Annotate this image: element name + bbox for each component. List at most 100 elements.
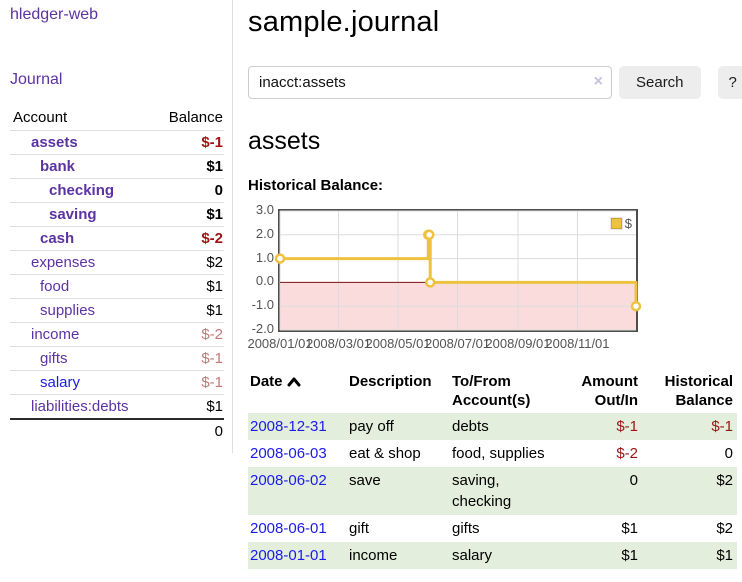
register-cell-amount: $-1 — [616, 418, 638, 435]
chart-title: Historical Balance: — [248, 177, 384, 194]
register-header-date: Date — [248, 371, 347, 413]
x-axis-tick-label: 2008/11/01 — [545, 336, 610, 351]
account-link[interactable]: food — [40, 278, 70, 295]
register-cell-date: 2008-06-03 — [248, 440, 347, 467]
transaction-date-link[interactable]: 2008-06-01 — [250, 520, 327, 537]
accounts-total-value: 0 — [153, 418, 224, 443]
sidebar-nav: Journal — [10, 71, 224, 89]
account-row: saving $1 — [10, 202, 224, 227]
register-header-description: Description — [349, 373, 432, 390]
account-row: assets $-1 — [10, 130, 224, 155]
account-balance: $-1 — [153, 370, 224, 395]
register-cell-date: 2008-01-01 — [248, 542, 347, 569]
app-title-link[interactable]: hledger-web — [10, 6, 99, 23]
register-row: 2008-12-31 pay off debts $-1 $-1 — [248, 413, 737, 440]
account-row: food $1 — [10, 274, 224, 299]
transaction-date-link[interactable]: 2008-06-02 — [250, 472, 327, 489]
register-cell-description: eat & shop — [349, 445, 421, 462]
y-axis-tick-label: 0.0 — [255, 273, 274, 289]
register-cell-balance: 0 — [724, 445, 733, 462]
x-axis-tick-label: 2008/09/01 — [485, 336, 551, 351]
x-axis-tick-label: 2008/03/01 — [305, 336, 372, 351]
register-cell-description: pay off — [349, 418, 394, 435]
account-balance: $-1 — [153, 130, 224, 155]
help-button[interactable]: ? — [717, 66, 742, 99]
y-axis-tick-label: 1.0 — [255, 249, 274, 265]
register-cell-accounts: gifts — [452, 520, 480, 537]
account-balance: $-2 — [153, 226, 224, 251]
account-link[interactable]: checking — [49, 182, 115, 199]
register-header-amount: Amount Out/In — [581, 373, 638, 409]
register-cell-amount: 0 — [629, 472, 638, 489]
account-row: checking 0 — [10, 178, 224, 203]
register-row: 2008-01-01 income salary $1 $1 — [248, 542, 737, 569]
account-row: income $-2 — [10, 322, 224, 347]
accounts-header-account: Account — [13, 109, 68, 126]
register-cell-balance: $2 — [716, 472, 733, 489]
register-cell-amount: $1 — [621, 547, 638, 564]
transaction-date-link[interactable]: 2008-01-01 — [250, 547, 327, 564]
account-link[interactable]: income — [31, 326, 80, 343]
register-cell-amount: $1 — [621, 520, 638, 537]
app-title: hledger-web — [10, 6, 224, 24]
accounts-total-row: 0 — [10, 418, 224, 443]
accounts-total-spacer — [10, 418, 154, 443]
x-axis-tick-label: 2008/01/01 — [247, 336, 313, 351]
register-cell-date: 2008-12-31 — [248, 413, 347, 440]
account-balance: $-2 — [153, 322, 224, 347]
register-cell-description: income — [349, 547, 398, 564]
y-axis-tick-label: 2.0 — [255, 225, 274, 241]
register-cell-date: 2008-06-02 — [248, 467, 347, 515]
account-link[interactable]: salary — [40, 374, 81, 391]
historical-balance-chart: $ 3.0 2.0 1.0 0.0 -1.0 -2.0 2008/01/01 2008/03… — [247, 202, 742, 351]
account-balance: $1 — [153, 394, 224, 419]
account-balance: $1 — [153, 202, 224, 227]
nav-journal-link[interactable]: Journal — [10, 71, 63, 88]
transaction-date-link[interactable]: 2008-12-31 — [250, 418, 327, 435]
sort-asc-icon — [287, 373, 301, 392]
account-link[interactable]: cash — [40, 230, 75, 247]
transaction-date-link[interactable]: 2008-06-03 — [250, 445, 327, 462]
account-link[interactable]: expenses — [31, 254, 96, 271]
account-link[interactable]: liabilities:debts — [31, 398, 129, 415]
register-cell-description: gift — [349, 520, 370, 537]
account-row: supplies $1 — [10, 298, 224, 323]
register-cell-balance: $1 — [716, 547, 733, 564]
register-cell-description: save — [349, 472, 381, 489]
account-row: liabilities:debts $1 — [10, 394, 224, 419]
y-axis-tick-label: 3.0 — [255, 202, 274, 217]
account-balance: $2 — [153, 250, 224, 275]
account-link[interactable]: gifts — [40, 350, 68, 367]
account-link[interactable]: saving — [49, 206, 97, 223]
hledger-web-app: hledger-web Journal Account Balance asse… — [0, 0, 742, 569]
account-row: bank $1 — [10, 154, 224, 179]
account-row: expenses $2 — [10, 250, 224, 275]
search-form: × Search ? — [248, 66, 742, 99]
x-axis-tick-label: 2008/07/01 — [424, 336, 491, 351]
x-axis-tick-label: 2008/05/01 — [365, 336, 431, 351]
legend-swatch — [609, 217, 623, 230]
legend-label: $ — [624, 216, 632, 231]
account-row: cash $-2 — [10, 226, 224, 251]
y-axis-tick-label: -2.0 — [251, 321, 274, 336]
accounts-header-balance: Balance — [168, 109, 223, 126]
account-link[interactable]: assets — [31, 134, 78, 151]
account-link[interactable]: bank — [40, 158, 76, 175]
sidebar: hledger-web Journal Account Balance asse… — [0, 0, 233, 453]
account-balance: $-1 — [153, 346, 224, 371]
search-input[interactable] — [248, 66, 612, 99]
chart-canvas[interactable]: $ — [274, 209, 642, 332]
account-balance: $1 — [153, 298, 224, 323]
register-cell-balance: $2 — [716, 520, 733, 537]
register-table: Date Description To/From Account(s) Amou… — [248, 371, 737, 569]
accounts-table: Account Balance assets $-1 bank $1 checking 0… — [10, 106, 224, 443]
register-cell-date: 2008-06-01 — [248, 515, 347, 542]
account-link[interactable]: supplies — [40, 302, 96, 319]
clear-search-icon[interactable]: × — [593, 73, 603, 90]
register-cell-accounts: food, supplies — [452, 445, 545, 462]
register-cell-balance: $-1 — [711, 418, 733, 435]
search-button[interactable]: Search — [619, 66, 701, 99]
register-row: 2008-06-02 save saving, checking 0 $2 — [248, 467, 737, 515]
y-axis-tick-label: -1.0 — [251, 297, 274, 313]
register-header-balance: Historical Balance — [664, 373, 733, 409]
